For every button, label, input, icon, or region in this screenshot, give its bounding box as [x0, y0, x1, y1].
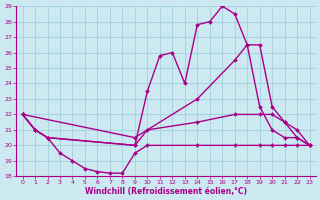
X-axis label: Windchill (Refroidissement éolien,°C): Windchill (Refroidissement éolien,°C) — [85, 187, 247, 196]
